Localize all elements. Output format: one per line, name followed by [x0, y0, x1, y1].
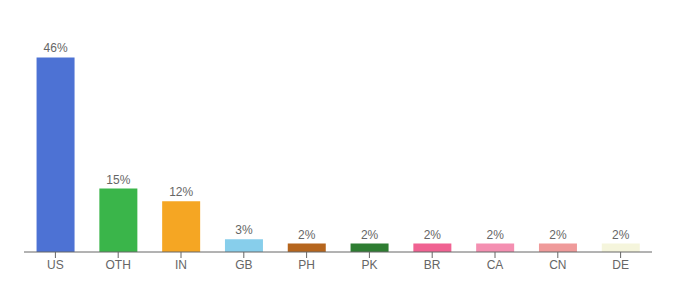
svg-text:BR: BR — [424, 258, 441, 272]
svg-text:46%: 46% — [44, 41, 68, 55]
svg-text:PK: PK — [361, 258, 377, 272]
svg-text:CN: CN — [549, 258, 566, 272]
svg-text:US: US — [47, 258, 64, 272]
svg-text:3%: 3% — [235, 223, 253, 237]
svg-text:2%: 2% — [612, 228, 630, 242]
svg-text:GB: GB — [235, 258, 252, 272]
svg-text:2%: 2% — [298, 228, 316, 242]
svg-text:12%: 12% — [169, 185, 193, 199]
svg-text:2%: 2% — [361, 228, 379, 242]
svg-text:2%: 2% — [424, 228, 442, 242]
svg-text:PH: PH — [298, 258, 315, 272]
svg-text:OTH: OTH — [106, 258, 131, 272]
svg-text:CA: CA — [487, 258, 504, 272]
svg-text:2%: 2% — [549, 228, 567, 242]
svg-text:2%: 2% — [486, 228, 504, 242]
svg-text:15%: 15% — [106, 173, 130, 187]
svg-text:DE: DE — [612, 258, 629, 272]
svg-text:IN: IN — [175, 258, 187, 272]
